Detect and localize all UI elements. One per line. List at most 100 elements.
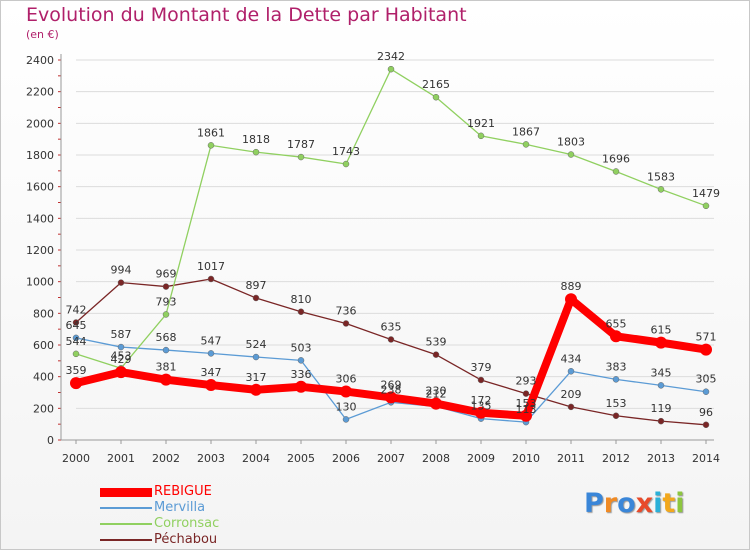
logo-letter: o <box>617 488 636 519</box>
data-point <box>252 294 260 302</box>
x-tick-label: 2006 <box>332 452 360 465</box>
data-label: 359 <box>66 364 87 377</box>
x-tick-label: 2001 <box>107 452 135 465</box>
data-label: 230 <box>426 385 447 398</box>
data-point <box>340 385 352 398</box>
data-point <box>162 283 170 290</box>
data-point <box>72 319 80 326</box>
legend-label-rebigue: REBIGUE <box>154 484 212 499</box>
data-label: 153 <box>606 397 627 410</box>
data-label: 571 <box>696 331 717 344</box>
data-label: 568 <box>156 331 177 344</box>
y-tick-label: 400 <box>33 371 54 384</box>
data-label: 1479 <box>692 187 720 200</box>
data-point <box>610 330 622 343</box>
logo-letter: i <box>675 488 685 519</box>
x-tick-label: 2009 <box>467 452 495 465</box>
y-tick-label: 2400 <box>26 54 54 67</box>
data-point <box>567 368 575 375</box>
logo-letter: P <box>584 488 604 519</box>
data-label: 742 <box>66 304 87 317</box>
data-label: 212 <box>426 387 447 400</box>
data-label: 381 <box>156 361 177 374</box>
data-point <box>295 380 307 393</box>
x-tick-label: 2002 <box>152 452 180 465</box>
data-label: 994 <box>111 264 132 277</box>
data-label: 153 <box>516 397 537 410</box>
legend-label-pechabou: Péchabou <box>154 532 218 547</box>
data-point <box>567 151 575 158</box>
data-label: 1861 <box>197 126 225 139</box>
data-point <box>297 308 305 315</box>
data-label: 293 <box>516 375 537 388</box>
data-point <box>115 366 127 379</box>
data-point <box>477 376 485 384</box>
data-point <box>700 343 712 356</box>
data-label: 889 <box>561 280 582 293</box>
data-point <box>477 132 485 140</box>
x-tick-label: 2011 <box>557 452 585 465</box>
y-tick-label: 1600 <box>26 181 54 194</box>
logo-letter: i <box>653 488 663 519</box>
y-tick-label: 2000 <box>26 117 54 130</box>
x-tick-label: 2004 <box>242 452 270 465</box>
x-tick-label: 2005 <box>287 452 315 465</box>
data-label: 547 <box>201 334 222 347</box>
logo-letter: t <box>662 488 676 519</box>
data-label: 317 <box>246 371 267 384</box>
data-label: 383 <box>606 360 627 373</box>
data-point <box>612 412 620 420</box>
data-label: 434 <box>561 352 582 365</box>
logo-letter: r <box>603 488 618 519</box>
chart-legend: REBIGUE Mervilla Corronsac Péchabou <box>100 484 219 548</box>
legend-item-pechabou: Péchabou <box>100 532 219 548</box>
data-label: 2165 <box>422 78 450 91</box>
data-label: 336 <box>291 368 312 381</box>
data-point <box>702 421 710 429</box>
data-label: 503 <box>291 341 312 354</box>
data-point <box>432 351 440 358</box>
data-point <box>702 202 710 210</box>
data-point <box>430 397 442 410</box>
data-label: 635 <box>381 320 402 333</box>
data-point <box>72 350 80 358</box>
data-point <box>160 373 172 386</box>
legend-item-corronsac: Corronsac <box>100 516 219 532</box>
data-point <box>162 346 170 354</box>
legend-swatch-mervilla <box>100 507 152 509</box>
data-label: 810 <box>291 293 312 306</box>
y-tick-label: 200 <box>33 402 54 415</box>
y-tick-label: 1200 <box>26 244 54 257</box>
data-label: 1017 <box>197 260 225 273</box>
data-point <box>612 376 620 383</box>
data-label: 347 <box>201 366 222 379</box>
data-point <box>387 65 395 73</box>
data-point <box>342 416 350 423</box>
data-label: 209 <box>561 388 582 401</box>
data-label: 1818 <box>242 133 270 146</box>
y-tick-label: 0 <box>47 434 54 447</box>
data-point <box>297 153 305 161</box>
data-point <box>70 377 82 390</box>
data-point <box>657 186 665 193</box>
legend-label-corronsac: Corronsac <box>154 516 220 531</box>
data-label: 1803 <box>557 136 585 149</box>
data-label: 172 <box>471 394 492 407</box>
data-label: 544 <box>66 335 87 348</box>
logo-letter: x <box>635 488 654 519</box>
data-point <box>385 391 397 404</box>
x-tick-label: 2000 <box>62 452 90 465</box>
data-label: 1787 <box>287 138 315 151</box>
legend-swatch-rebigue <box>100 487 152 497</box>
data-point <box>72 334 80 342</box>
data-point <box>387 336 395 343</box>
data-point <box>475 406 487 419</box>
data-label: 345 <box>651 366 672 379</box>
data-point <box>252 353 260 361</box>
data-label: 306 <box>336 373 357 386</box>
data-label: 524 <box>246 338 267 351</box>
data-point <box>657 417 665 425</box>
data-point <box>297 357 305 364</box>
data-label: 645 <box>66 319 87 332</box>
